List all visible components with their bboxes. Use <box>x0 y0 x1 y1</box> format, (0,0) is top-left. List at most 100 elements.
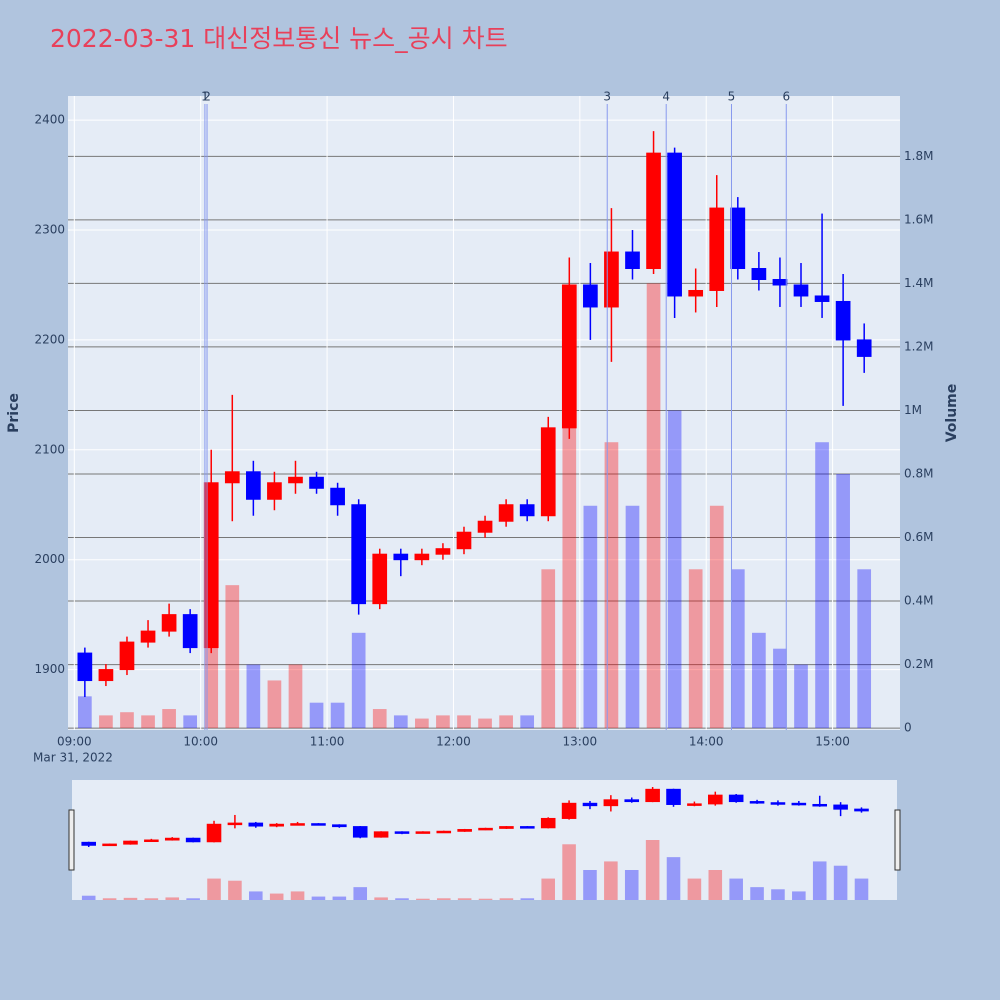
slider-volume-bar <box>102 898 117 900</box>
candle-body <box>77 652 93 682</box>
slider-volume-bar <box>750 887 764 900</box>
slider-candle-body <box>352 826 368 838</box>
slider-candle-body <box>687 803 702 806</box>
y2-tick-label: 1M <box>904 403 922 417</box>
y2-tick-label: 1.8M <box>904 149 933 163</box>
volume-bar <box>246 664 261 729</box>
slider-candle-body <box>645 788 660 803</box>
slider-volume-bar <box>708 870 723 900</box>
y2-tick-label: 1.2M <box>904 339 933 353</box>
candle-body <box>856 339 872 357</box>
volume-bar <box>267 680 282 729</box>
slider-candle-body <box>561 802 577 819</box>
slider-volume-bar <box>81 895 96 900</box>
candle-body <box>519 504 535 517</box>
volume-bar <box>78 696 92 729</box>
candle-body <box>751 268 767 280</box>
slider-candle-body <box>854 808 869 812</box>
slider-volume-bar <box>395 898 409 900</box>
slider-volume-bar <box>457 898 472 900</box>
volume-bar <box>330 702 345 729</box>
candle-body <box>372 553 388 605</box>
slider-volume-bar <box>792 891 806 900</box>
candle-body <box>625 251 640 270</box>
slider-volume-bar <box>416 898 430 900</box>
slider-volume-bar <box>624 870 639 900</box>
news-label: 6 <box>782 90 790 104</box>
volume-bar <box>436 715 450 729</box>
candle-body <box>309 476 324 489</box>
slider-volume-bar <box>666 857 681 900</box>
x-tick-label: 15:00 <box>815 735 850 749</box>
candle-body <box>456 531 472 550</box>
candle-body <box>814 295 830 302</box>
volume-bar <box>141 715 155 729</box>
volume-bar <box>183 715 198 729</box>
slider-volume-bar <box>687 878 702 900</box>
candle-body <box>793 284 809 297</box>
slider-handle[interactable] <box>894 809 901 871</box>
news-label: 5 <box>728 90 736 104</box>
slider-candle-body <box>833 804 848 810</box>
candle-body <box>393 553 409 561</box>
candle-body <box>119 641 135 671</box>
x-date-label: Mar 31, 2022 <box>33 751 113 765</box>
candle-body <box>835 300 851 341</box>
slider-candle-body <box>499 826 514 829</box>
chart-title: 2022-03-31 대신정보통신 뉴스_공시 차트 <box>50 24 508 53</box>
volume-bar <box>393 715 408 729</box>
candle-body <box>540 427 556 517</box>
slider-volume-bar <box>269 893 284 900</box>
slider-candle-body <box>248 822 264 827</box>
slider-volume-bar <box>520 898 535 900</box>
volume-bar <box>709 505 724 729</box>
candle-body <box>140 630 156 643</box>
slider-volume-bar <box>207 878 221 900</box>
candle-body <box>246 471 261 500</box>
slider-volume-bar <box>854 878 869 900</box>
slider-volume-bar <box>165 897 180 900</box>
news-label: 3 <box>603 90 611 104</box>
x-tick-label: 12:00 <box>436 735 471 749</box>
volume-bar <box>646 283 661 729</box>
candle-body <box>772 278 788 286</box>
slider-volume-bar <box>645 840 660 900</box>
volume-bar <box>625 505 640 729</box>
y2-tick-label: 0 <box>904 721 912 735</box>
volume-bar <box>667 410 682 729</box>
candle-body <box>667 152 682 297</box>
slider-volume-bar <box>562 844 576 900</box>
slider-candle-body <box>415 831 431 834</box>
volume-bar <box>520 715 535 729</box>
volume-bar <box>604 442 619 729</box>
volume-bar <box>499 715 513 729</box>
slider-candle-body <box>394 831 410 834</box>
slider-volume-bar <box>436 898 451 900</box>
slider-candle-body <box>603 799 619 807</box>
candle-body <box>288 476 303 484</box>
volume-bar <box>351 632 366 729</box>
slider-volume-bar <box>249 891 263 900</box>
news-label: 1 <box>201 90 209 104</box>
slider-candle-body <box>666 788 681 805</box>
candle-body <box>646 152 661 270</box>
y-tick-label: 2300 <box>34 223 65 237</box>
volume-bar <box>857 569 872 729</box>
slider-candle-body <box>791 802 807 806</box>
y-tick-label: 2400 <box>34 113 65 127</box>
slider-candle-body <box>728 794 744 803</box>
slider-candle-body <box>185 837 201 843</box>
news-label: 2 <box>203 90 211 104</box>
slider-handle[interactable] <box>68 809 75 871</box>
y2-tick-label: 1.6M <box>904 212 933 226</box>
slider-volume-bar <box>812 861 827 900</box>
slider-volume-bar <box>478 898 493 900</box>
slider-volume-bar <box>374 897 388 900</box>
candle-body <box>182 614 198 649</box>
slider-volume-bar <box>729 878 743 900</box>
candle-body <box>330 487 345 506</box>
volume-bar <box>688 569 703 729</box>
candle-body <box>203 482 219 649</box>
volume-bar <box>541 569 556 729</box>
y2-tick-label: 1.4M <box>904 276 933 290</box>
